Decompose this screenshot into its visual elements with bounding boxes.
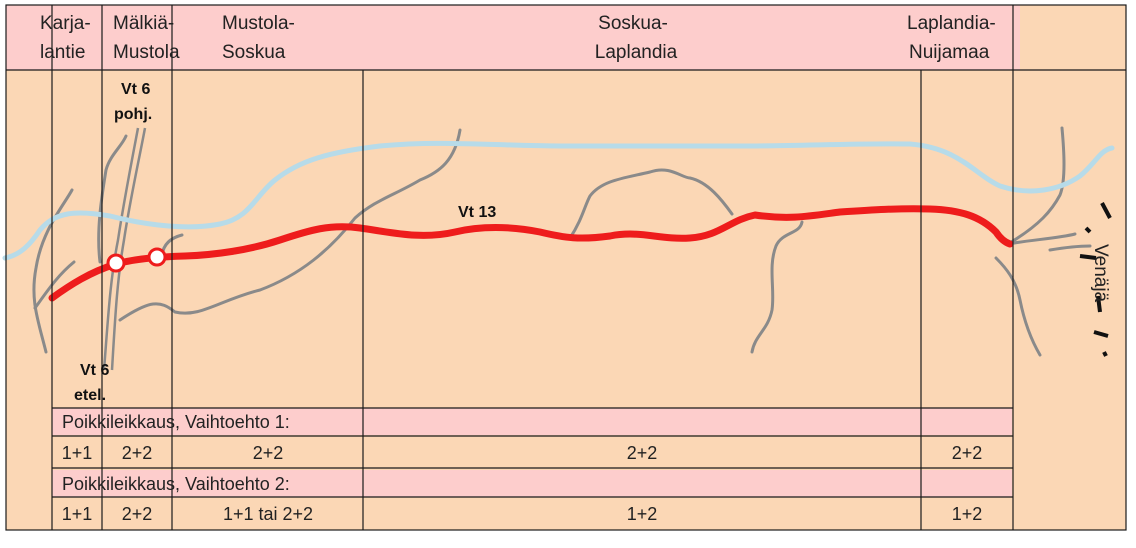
outer-frame: [5, 4, 1127, 531]
vt6-north-label-line2: pohj.: [114, 106, 152, 123]
section-3-line1: Mustola-: [222, 13, 295, 34]
option2-band: [52, 470, 1012, 497]
option1-value: 1+1: [62, 443, 93, 463]
vt6-lane-east: [110, 127, 147, 371]
side-road-karjalantie: [32, 188, 74, 354]
side-road-nuijamaa-east: [1006, 232, 1077, 246]
side-road-mustola: [118, 128, 462, 322]
section-2-line1: Mälkiä-: [113, 13, 174, 34]
option2-value: 1+1: [62, 504, 93, 524]
border-dash: [1079, 254, 1097, 260]
border-dash: [1093, 330, 1109, 338]
junction-mustola: [147, 247, 167, 267]
option2-value: 2+2: [122, 504, 153, 524]
header-band: [6, 5, 1020, 70]
border-dash: [1102, 351, 1108, 357]
option2-value: 1+1 tai 2+2: [223, 504, 313, 524]
map-background: [6, 5, 1126, 530]
section-3-line2: Soskua: [222, 42, 286, 63]
section-4-line1: Soskua-: [598, 13, 668, 34]
option1-value: 2+2: [122, 443, 153, 463]
side-road-soskua-loop: [568, 168, 734, 240]
option2-title: Poikkileikkaus, Vaihtoehto 2:: [62, 474, 290, 494]
option1-value: 2+2: [952, 443, 983, 463]
border-dash: [1100, 202, 1112, 219]
side-road-border-stub: [1048, 244, 1092, 252]
vt13-label: Vt 13: [458, 204, 496, 221]
main-road-vt13: [48, 205, 1014, 302]
section-2-line2: Mustola: [113, 42, 180, 63]
option1-title: Poikkileikkaus, Vaihtoehto 1:: [62, 412, 290, 432]
vt6-north-label-line1: Vt 6: [121, 81, 150, 98]
section-5-line2: Nuijamaa: [909, 42, 990, 63]
section-1-line1: Karja-: [40, 13, 91, 34]
vt6-lane-west: [102, 127, 140, 371]
border-label: Venäjä: [1090, 244, 1111, 303]
side-road-malkia-north: [97, 134, 128, 264]
side-road-nuijamaa-south: [994, 256, 1042, 357]
state-border: [1079, 202, 1112, 357]
option1-value: 2+2: [253, 443, 284, 463]
section-4-line2: Laplandia: [595, 42, 678, 63]
vt6-south-label-line1: Vt 6: [80, 362, 109, 379]
side-road-nuijamaa-north: [1006, 126, 1066, 246]
vt6-road: [102, 127, 147, 371]
section-5-line1: Laplandia-: [907, 13, 996, 34]
section-headers: Karja- lantie Mälkiä- Mustola Mustola- S…: [40, 13, 996, 63]
option2-value: 1+2: [952, 504, 983, 524]
side-road-laplandia-south: [750, 220, 804, 354]
border-dash: [1096, 295, 1102, 313]
option1-band: [52, 408, 1012, 435]
side-road-karjalantie-branch: [33, 260, 76, 310]
junction-vt6: [106, 253, 126, 273]
option2-value: 1+2: [627, 504, 658, 524]
section-1-line2: lantie: [40, 42, 85, 63]
border-dash: [1084, 226, 1092, 234]
section-grid: [5, 4, 1127, 531]
vt6-south-label-line2: etel.: [74, 387, 106, 404]
river: [2, 140, 1115, 261]
option1-value: 2+2: [627, 443, 658, 463]
side-roads: [32, 126, 1092, 357]
